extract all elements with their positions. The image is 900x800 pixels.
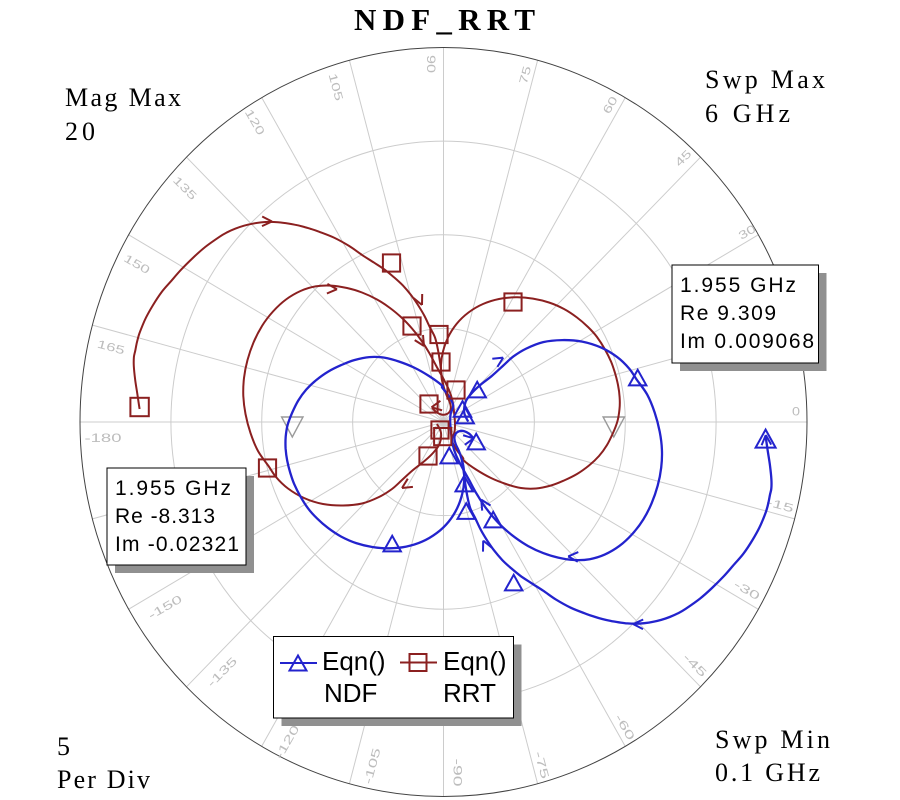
svg-text:NDF: NDF	[324, 678, 377, 708]
svg-text:Eqn(): Eqn()	[443, 646, 507, 676]
svg-text:Im -0.02321: Im -0.02321	[115, 533, 239, 556]
svg-text:-90: -90	[451, 759, 463, 787]
svg-text:NDF_RRT: NDF_RRT	[354, 2, 535, 37]
svg-text:Swp Max: Swp Max	[705, 65, 825, 94]
svg-text:1.955 GHz: 1.955 GHz	[680, 274, 796, 297]
svg-text:0.1 GHz: 0.1 GHz	[715, 758, 820, 787]
svg-text:Mag Max: Mag Max	[65, 83, 181, 112]
svg-text:Per Div: Per Div	[57, 765, 150, 794]
svg-text:90: 90	[424, 55, 436, 73]
svg-text:Re 9.309: Re 9.309	[680, 302, 776, 325]
svg-text:0: 0	[792, 407, 800, 419]
svg-text:75: 75	[518, 65, 534, 85]
svg-text:Re -8.313: Re -8.313	[115, 505, 215, 528]
svg-text:RRT: RRT	[443, 678, 496, 708]
svg-text:-180: -180	[85, 433, 122, 445]
svg-text:Swp Min: Swp Min	[715, 725, 830, 754]
svg-text:1.955 GHz: 1.955 GHz	[115, 477, 231, 500]
svg-text:Eqn(): Eqn()	[322, 646, 386, 676]
svg-text:5: 5	[57, 732, 70, 761]
